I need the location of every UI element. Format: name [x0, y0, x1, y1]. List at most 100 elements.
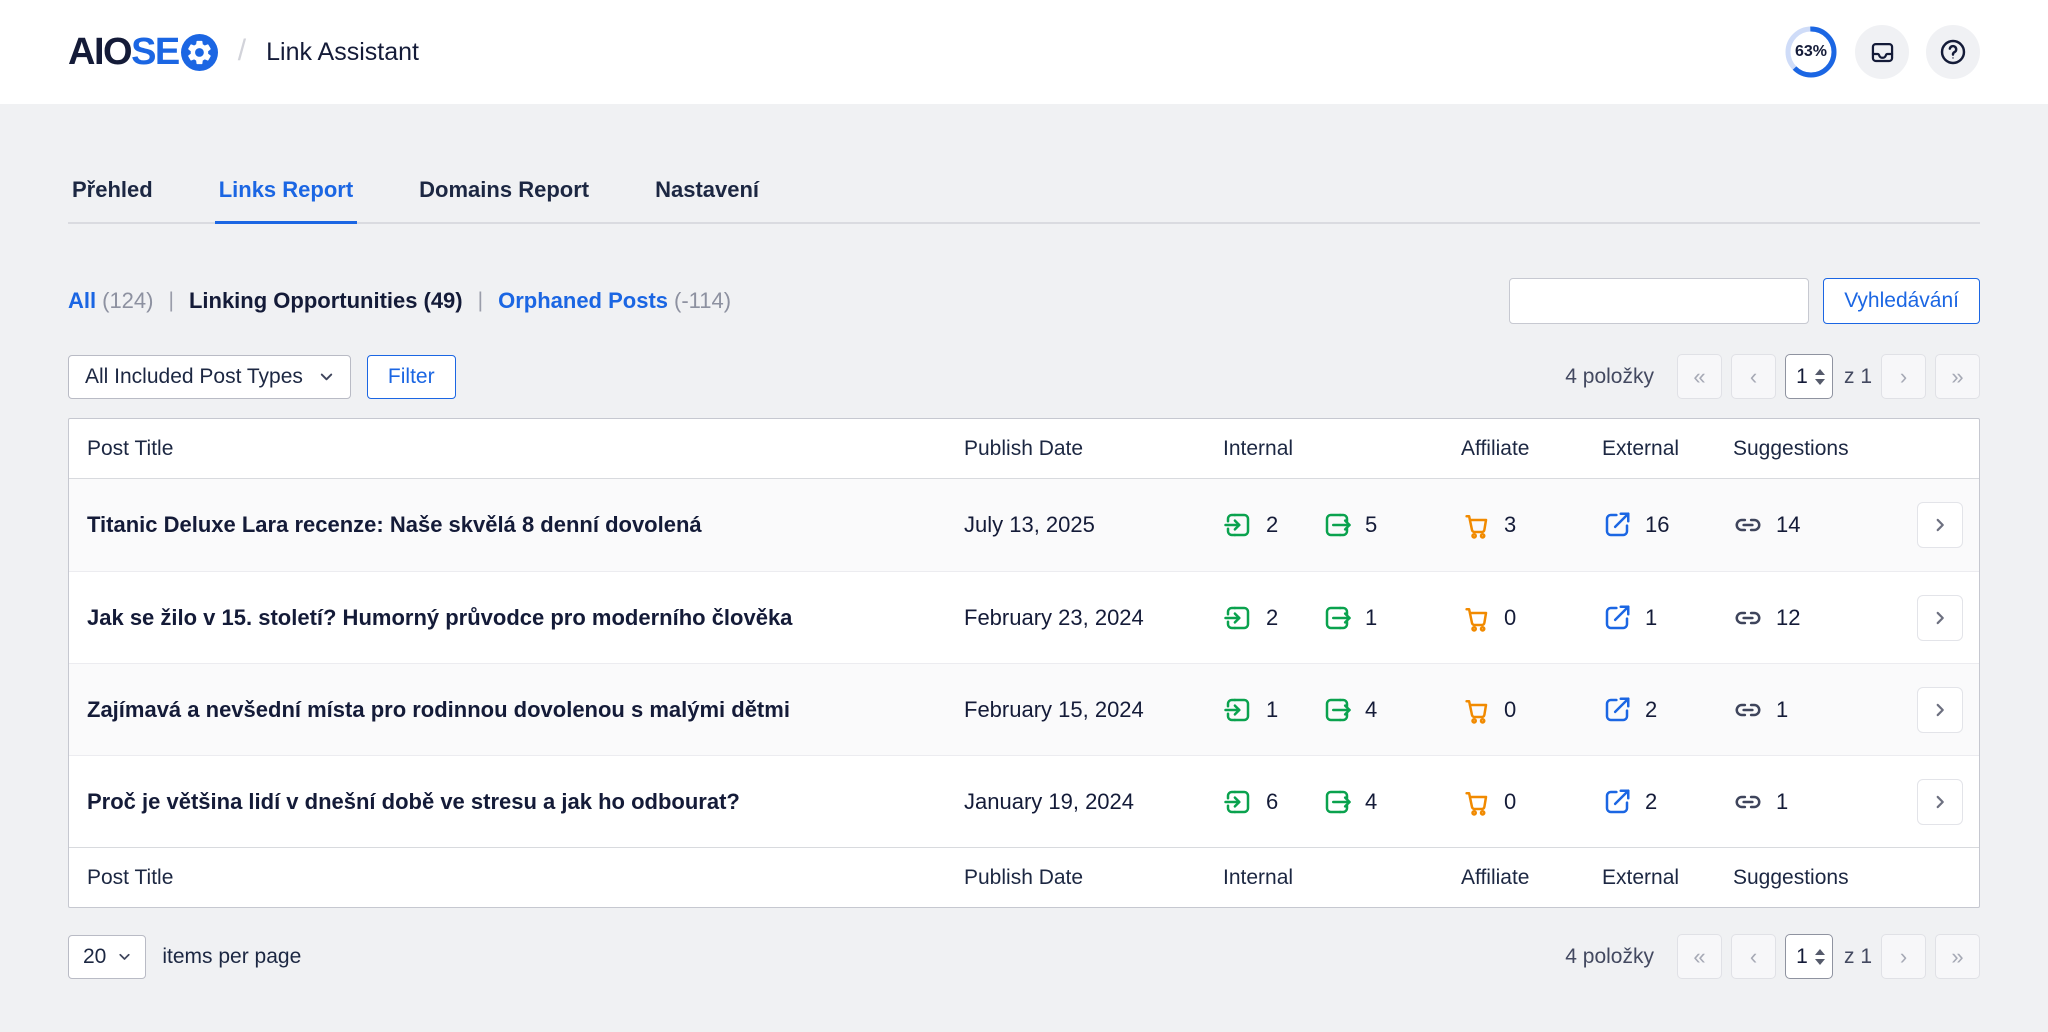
- column-header-affiliate: Affiliate: [1461, 436, 1530, 460]
- filter-separator: |: [477, 289, 484, 312]
- page-of-label: z 1: [1843, 944, 1872, 968]
- post-title-link[interactable]: Proč je většina lidí v dnešní době ve st…: [87, 788, 740, 814]
- page-number-input[interactable]: [1790, 944, 1813, 969]
- seo-score-progress-ring[interactable]: 63%: [1784, 25, 1838, 79]
- suggestions-count: 1: [1776, 788, 1789, 814]
- tab-nastaveni[interactable]: Nastavení: [655, 177, 760, 202]
- bottom-controls-row: 20 items per page 4 položky « ‹ z 1 › »: [68, 934, 1980, 979]
- next-page-button[interactable]: ›: [1881, 934, 1926, 979]
- prev-page-button[interactable]: ‹: [1730, 934, 1776, 979]
- tab-domains-report[interactable]: Domains Report: [419, 177, 590, 202]
- expand-row-button[interactable]: [1917, 686, 1963, 733]
- page-of-label: z 1: [1843, 364, 1872, 388]
- tab-links-report[interactable]: Links Report: [214, 177, 358, 224]
- progress-ring-icon: [1785, 26, 1837, 78]
- breadcrumb-separator: /: [237, 34, 247, 67]
- chevron-right-icon: [1936, 795, 1944, 808]
- links-report-table: Post Title Publish Date Internal Affilia…: [68, 418, 1980, 908]
- inbound-link-icon: [1224, 698, 1250, 721]
- inbound-link-icon: [1224, 606, 1250, 629]
- progress-percent-label: 63%: [1794, 43, 1828, 60]
- toolbar-row: All Included Post Types Filter 4 položky…: [68, 354, 1980, 399]
- filter-link-linking-opportunities[interactable]: Linking Opportunities (49): [189, 288, 463, 314]
- pagination-top: 4 položky « ‹ z 1 › »: [1565, 354, 1980, 399]
- first-page-button[interactable]: «: [1676, 354, 1722, 399]
- filter-count: (49): [423, 288, 463, 313]
- inbox-tray-icon: [1871, 42, 1893, 62]
- filter-link-orphaned-posts[interactable]: Orphaned Posts (-114): [498, 288, 731, 314]
- column-footer-suggestions: Suggestions: [1733, 865, 1849, 889]
- table-filters: All Included Post Types Filter: [68, 354, 456, 399]
- column-header-internal: Internal: [1223, 436, 1294, 460]
- expand-row-button[interactable]: [1917, 502, 1963, 548]
- table-footer-row: Post Title Publish Date Internal Affilia…: [69, 847, 1979, 907]
- page-stepper-arrows[interactable]: [1814, 368, 1825, 385]
- suggestions-cell: 14: [1733, 510, 1899, 540]
- next-page-button[interactable]: ›: [1881, 354, 1926, 399]
- suggestions-count: 12: [1776, 604, 1801, 630]
- internal-links-cell: 1 4: [1223, 695, 1461, 725]
- table-row: Proč je většina lidí v dnešní době ve st…: [69, 755, 1979, 847]
- shopping-cart-icon: [1465, 699, 1488, 724]
- filter-button[interactable]: Filter: [366, 354, 456, 399]
- column-header-publish-date: Publish Date: [964, 436, 1084, 460]
- suggestions-cell: 12: [1733, 603, 1899, 633]
- chevron-right-icon: [1936, 518, 1944, 532]
- external-link-icon: [1605, 789, 1630, 813]
- first-page-button[interactable]: «: [1676, 934, 1722, 979]
- table-row: Titanic Deluxe Lara recenze: Naše skvělá…: [69, 479, 1979, 571]
- tab-bar: Přehled Links Report Domains Report Nast…: [68, 104, 1980, 224]
- stepper-down-icon: [1814, 378, 1825, 385]
- items-count-label: 4 položky: [1565, 944, 1654, 968]
- external-link-icon: [1605, 512, 1630, 537]
- post-title-link[interactable]: Zajímavá a nevšední místa pro rodinnou d…: [87, 696, 790, 722]
- expand-row-button[interactable]: [1917, 778, 1963, 825]
- inbound-internal-links: 6: [1223, 787, 1322, 817]
- page-number-input[interactable]: [1790, 364, 1813, 389]
- column-header-suggestions: Suggestions: [1733, 436, 1849, 460]
- column-footer-publish-date: Publish Date: [964, 865, 1084, 889]
- external-count: 1: [1645, 604, 1658, 630]
- help-button[interactable]: [1926, 25, 1980, 79]
- page-stepper-arrows[interactable]: [1814, 948, 1825, 965]
- affiliate-links-cell: 3: [1461, 510, 1602, 540]
- header-actions: 63%: [1784, 25, 1980, 79]
- filter-link-all[interactable]: All (124): [68, 288, 153, 314]
- external-link-icon: [1605, 697, 1630, 721]
- publish-date: January 19, 2024: [964, 788, 1135, 814]
- publish-date: February 23, 2024: [964, 604, 1144, 630]
- search-button[interactable]: Vyhledávání: [1823, 278, 1980, 324]
- last-page-button[interactable]: »: [1935, 934, 1980, 979]
- question-mark-icon: [1940, 39, 1966, 65]
- prev-page-button[interactable]: ‹: [1730, 354, 1776, 399]
- expand-row-button[interactable]: [1917, 594, 1963, 641]
- inbound-count: 2: [1266, 512, 1279, 537]
- outbound-internal-links: 1: [1322, 603, 1421, 633]
- post-title-link[interactable]: Titanic Deluxe Lara recenze: Naše skvělá…: [87, 512, 702, 537]
- items-count-label: 4 položky: [1565, 364, 1654, 388]
- post-title-link[interactable]: Jak se žilo v 15. století? Humorný průvo…: [87, 604, 793, 630]
- outbound-link-icon: [1325, 513, 1351, 537]
- page-title: Link Assistant: [266, 37, 419, 66]
- report-filter-links: All (124) | Linking Opportunities (49) | O…: [68, 288, 731, 314]
- tab-prehled[interactable]: Přehled: [72, 177, 153, 202]
- search-input[interactable]: [1509, 278, 1810, 324]
- publish-date: July 13, 2025: [964, 512, 1095, 537]
- notifications-inbox-button[interactable]: [1855, 25, 1909, 79]
- pagination-bottom: 4 položky « ‹ z 1 › »: [1565, 934, 1980, 979]
- aioseo-logo[interactable]: AIO SE: [68, 31, 218, 74]
- affiliate-count: 0: [1504, 788, 1517, 814]
- filter-link-label: Linking Opportunities: [188, 288, 418, 313]
- outbound-link-icon: [1325, 606, 1351, 629]
- last-page-button[interactable]: »: [1935, 354, 1980, 399]
- outbound-link-icon: [1325, 790, 1351, 813]
- external-count: 16: [1645, 512, 1670, 537]
- internal-links-cell: 2 5: [1223, 510, 1461, 540]
- post-type-select[interactable]: All Included Post Types: [68, 354, 351, 399]
- column-footer-internal: Internal: [1223, 865, 1294, 889]
- inbound-link-icon: [1224, 513, 1250, 537]
- per-page-select[interactable]: 20: [68, 934, 147, 979]
- affiliate-count: 0: [1504, 604, 1517, 630]
- filter-link-label: All: [68, 288, 97, 313]
- outbound-count: 1: [1365, 604, 1378, 630]
